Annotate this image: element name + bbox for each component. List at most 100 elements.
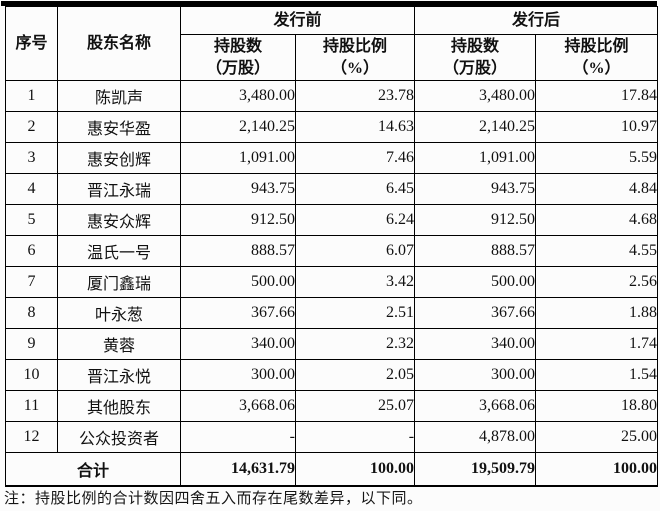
cell-index: 6 [5, 235, 58, 267]
cell-shares-after: 943.75 [414, 173, 537, 205]
top-rule [1, 1, 657, 6]
header-index: 序号 [5, 6, 58, 81]
cell-shares-before: 2,140.25 [180, 111, 296, 143]
header-ratio-line1: 持股比例 [564, 37, 629, 55]
cell-ratio-before: - [294, 421, 416, 453]
header-shares-line2: （万股） [443, 59, 508, 77]
table-row: 6 温氏一号 888.57 6.07 888.57 4.55 [5, 235, 659, 267]
total-shares-after: 19,509.79 [414, 452, 537, 486]
cell-index: 3 [5, 142, 58, 174]
header-shares-after: 持股数 （万股） [414, 34, 537, 81]
cell-shareholder-name: 晋江永瑞 [57, 173, 181, 205]
cell-ratio-after: 1.88 [535, 297, 659, 329]
shareholder-structure-table: 序号 股东名称 发行前 发行后 持股数 （万股） 持股比例 （%） 持股数 （万… [5, 6, 659, 487]
cell-ratio-after: 17.84 [535, 80, 659, 112]
cell-ratio-after: 25.00 [535, 421, 659, 453]
cell-index: 10 [5, 359, 58, 391]
cell-ratio-before: 6.24 [294, 204, 416, 236]
cell-ratio-after: 2.56 [535, 266, 659, 298]
header-ratio-after: 持股比例 （%） [535, 34, 659, 81]
header-ratio-line1: 持股比例 [323, 37, 388, 55]
header-shareholder-name: 股东名称 [57, 6, 181, 81]
table-row: 3 惠安创辉 1,091.00 7.46 1,091.00 5.59 [5, 142, 659, 174]
cell-shareholder-name: 温氏一号 [57, 235, 181, 267]
cell-index: 4 [5, 173, 58, 205]
header-ratio-line2: （%） [331, 59, 380, 77]
header-shares-line1: 持股数 [213, 37, 262, 55]
table-row: 7 厦门鑫瑞 500.00 3.42 500.00 2.56 [5, 266, 659, 298]
cell-shareholder-name: 厦门鑫瑞 [57, 266, 181, 298]
cell-shareholder-name: 公众投资者 [57, 421, 181, 453]
cell-index: 8 [5, 297, 58, 329]
cell-shares-before: 943.75 [180, 173, 296, 205]
cell-shares-after: 340.00 [414, 328, 537, 360]
cell-ratio-after: 1.74 [535, 328, 659, 360]
cell-shares-after: 367.66 [414, 297, 537, 329]
cell-shareholder-name: 惠安众辉 [57, 204, 181, 236]
header-group-after: 发行后 [414, 6, 659, 35]
cell-ratio-before: 6.45 [294, 173, 416, 205]
cell-ratio-before: 2.51 [294, 297, 416, 329]
total-label: 合计 [5, 452, 181, 486]
cell-shares-after: 1,091.00 [414, 142, 537, 174]
footnote: 注：持股比例的合计数因四舍五入而存在尾数差异，以下同。 [4, 491, 423, 507]
cell-shares-after: 4,878.00 [414, 421, 537, 453]
cell-index: 9 [5, 328, 58, 360]
cell-shares-before: - [180, 421, 296, 453]
cell-shares-before: 3,480.00 [180, 80, 296, 112]
cell-ratio-before: 6.07 [294, 235, 416, 267]
table-row: 8 叶永葱 367.66 2.51 367.66 1.88 [5, 297, 659, 329]
table-row: 9 黄蓉 340.00 2.32 340.00 1.74 [5, 328, 659, 360]
header-shares-line2: （万股） [205, 59, 270, 77]
cell-ratio-before: 3.42 [294, 266, 416, 298]
cell-ratio-after: 1.54 [535, 359, 659, 391]
header-group-before: 发行前 [179, 6, 416, 35]
cell-shares-after: 912.50 [414, 204, 537, 236]
cell-index: 11 [5, 390, 58, 422]
header-shares-line1: 持股数 [451, 37, 500, 55]
cell-shareholder-name: 惠安创辉 [57, 142, 181, 174]
cell-shares-before: 3,668.06 [180, 390, 296, 422]
cell-shares-after: 3,480.00 [414, 80, 537, 112]
cell-shares-before: 912.50 [180, 204, 296, 236]
cell-shareholder-name: 陈凯声 [57, 80, 181, 112]
total-shares-before: 14,631.79 [180, 452, 296, 486]
cell-shares-after: 3,668.06 [414, 390, 537, 422]
cell-shareholder-name: 晋江永悦 [57, 359, 181, 391]
cell-shares-before: 300.00 [180, 359, 296, 391]
cell-index: 1 [5, 80, 58, 112]
cell-ratio-before: 23.78 [294, 80, 416, 112]
cell-shares-before: 888.57 [180, 235, 296, 267]
total-ratio-before: 100.00 [294, 452, 416, 486]
header-shares-before: 持股数 （万股） [180, 34, 296, 81]
cell-shares-after: 300.00 [414, 359, 537, 391]
table-row: 2 惠安华盈 2,140.25 14.63 2,140.25 10.97 [5, 111, 659, 143]
table-row: 12 公众投资者 - - 4,878.00 25.00 [5, 421, 659, 453]
cell-shares-before: 340.00 [180, 328, 296, 360]
cell-index: 12 [5, 421, 58, 453]
cell-ratio-before: 2.32 [294, 328, 416, 360]
table-row: 10 晋江永悦 300.00 2.05 300.00 1.54 [5, 359, 659, 391]
cell-shares-before: 367.66 [180, 297, 296, 329]
cell-ratio-before: 2.05 [294, 359, 416, 391]
cell-ratio-before: 14.63 [294, 111, 416, 143]
cell-ratio-before: 7.46 [294, 142, 416, 174]
cell-ratio-after: 4.68 [535, 204, 659, 236]
cell-shares-before: 1,091.00 [180, 142, 296, 174]
cell-shares-after: 2,140.25 [414, 111, 537, 143]
header-ratio-line2: （%） [572, 59, 621, 77]
cell-ratio-after: 5.59 [535, 142, 659, 174]
cell-ratio-before: 25.07 [294, 390, 416, 422]
cell-shares-after: 500.00 [414, 266, 537, 298]
cell-ratio-after: 18.80 [535, 390, 659, 422]
header-ratio-before: 持股比例 （%） [294, 34, 416, 81]
table-row: 11 其他股东 3,668.06 25.07 3,668.06 18.80 [5, 390, 659, 422]
table-row: 1 陈凯声 3,480.00 23.78 3,480.00 17.84 [5, 80, 659, 112]
table-row: 4 晋江永瑞 943.75 6.45 943.75 4.84 [5, 173, 659, 205]
cell-shareholder-name: 叶永葱 [57, 297, 181, 329]
cell-shareholder-name: 其他股东 [57, 390, 181, 422]
cell-shareholder-name: 黄蓉 [57, 328, 181, 360]
cell-shareholder-name: 惠安华盈 [57, 111, 181, 143]
cell-ratio-after: 4.84 [535, 173, 659, 205]
cell-index: 2 [5, 111, 58, 143]
